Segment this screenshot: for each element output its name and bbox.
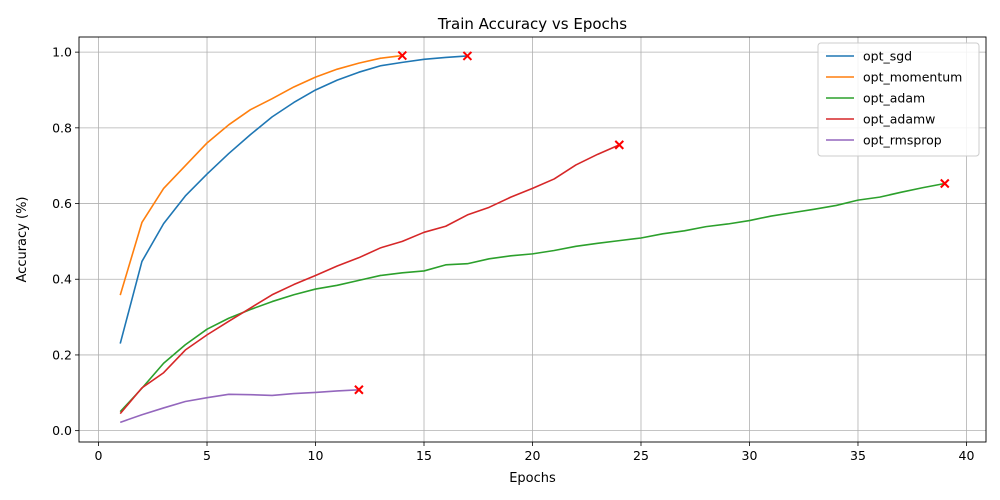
- series-line-opt_sgd: [119, 55, 468, 344]
- x-tick-label: 20: [525, 448, 541, 463]
- legend: opt_sgd opt_momentum opt_adam opt_adamw opt_…: [817, 42, 980, 157]
- legend-label: opt_sgd: [863, 49, 912, 64]
- series-line-opt_rmsprop: [119, 388, 359, 424]
- series-line-opt_adam: [119, 182, 945, 413]
- end-markers: [354, 50, 950, 395]
- y-axis-label: Accuracy (%): [15, 197, 30, 283]
- chart-title: Train Accuracy vs Epochs: [437, 15, 627, 33]
- series-line-opt_adamw: [119, 144, 620, 415]
- legend-label: opt_rmsprop: [863, 133, 942, 148]
- x-tick-label: 25: [633, 448, 649, 463]
- x-tick-label: 30: [742, 448, 758, 463]
- y-tick-label: 1.0: [52, 45, 72, 60]
- x-axis-label: Epochs: [509, 471, 556, 486]
- plot-lines: [119, 54, 945, 424]
- legend-label: opt_adam: [863, 91, 925, 106]
- x-axis-ticks: 0 5 10 15 20 25 30 35 40: [95, 442, 975, 463]
- x-tick-label: 40: [959, 448, 975, 463]
- x-tick-label: 35: [850, 448, 866, 463]
- series-line-opt_momentum: [119, 54, 403, 296]
- x-tick-label: 10: [308, 448, 324, 463]
- y-tick-label: 0.8: [52, 120, 72, 135]
- y-tick-label: 0.4: [52, 272, 72, 287]
- end-marker-opt_adamw: [614, 140, 625, 150]
- end-marker-opt_adam: [940, 178, 950, 189]
- x-tick-label: 15: [416, 448, 432, 463]
- y-tick-label: 0.2: [52, 347, 72, 362]
- end-marker-opt_rmsprop: [354, 385, 364, 395]
- y-axis-ticks: 0.0 0.2 0.4 0.6 0.8 1.0: [52, 45, 79, 438]
- x-tick-label: 5: [203, 448, 211, 463]
- legend-label: opt_adamw: [863, 112, 935, 127]
- x-tick-label: 0: [95, 448, 103, 463]
- y-tick-label: 0.0: [52, 423, 72, 438]
- y-tick-label: 0.6: [52, 196, 72, 211]
- legend-box: [817, 42, 980, 157]
- end-marker-opt_momentum: [397, 50, 408, 61]
- legend-label: opt_momentum: [863, 70, 962, 85]
- end-marker-opt_sgd: [462, 51, 473, 61]
